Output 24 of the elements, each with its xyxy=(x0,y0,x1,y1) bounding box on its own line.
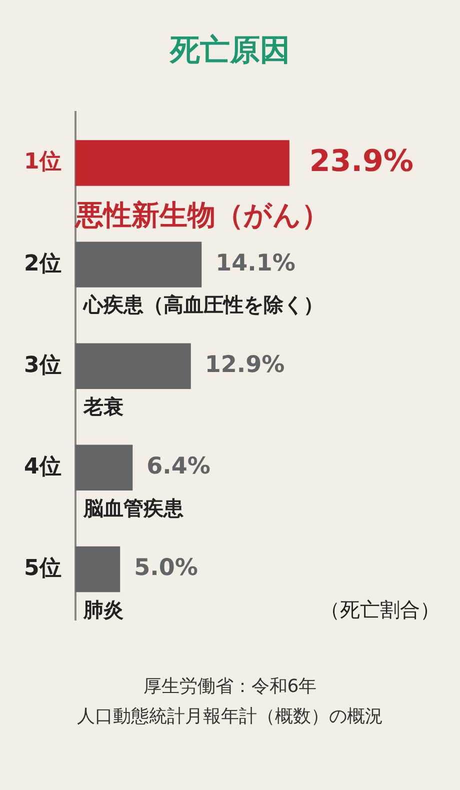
chart-title: 死亡原因 xyxy=(168,32,291,70)
bar xyxy=(75,140,290,186)
text: 厚生労働省：令和6年 xyxy=(142,675,318,699)
annotation: 老衰 xyxy=(82,394,124,418)
y-tick-label: 4位 xyxy=(24,454,62,480)
annotation: 脳血管疾患 xyxy=(82,496,184,520)
text: （死亡割合） xyxy=(320,597,440,622)
y-tick-label: 3位 xyxy=(24,352,62,378)
annotation: 心疾患（高血圧性を除く） xyxy=(82,292,324,317)
text: 人口動態統計月報年計（概数）の概況 xyxy=(76,705,384,729)
annotation: 肺炎 xyxy=(82,597,124,622)
y-tick-label: 2位 xyxy=(24,251,62,276)
y-tick-label: 5位 xyxy=(24,556,62,581)
bar xyxy=(75,444,133,491)
data-label: 14.1% xyxy=(216,250,296,277)
data-label: 5.0% xyxy=(134,555,198,582)
data-label: 12.9% xyxy=(204,352,285,378)
data-label: 23.9% xyxy=(309,144,414,179)
data-label: 6.4% xyxy=(146,454,210,480)
bar xyxy=(75,546,120,592)
bar xyxy=(75,343,191,389)
annotation: 悪性新生物（がん） xyxy=(74,198,330,232)
y-tick-label: 1位 xyxy=(24,150,62,175)
bar xyxy=(75,242,202,288)
